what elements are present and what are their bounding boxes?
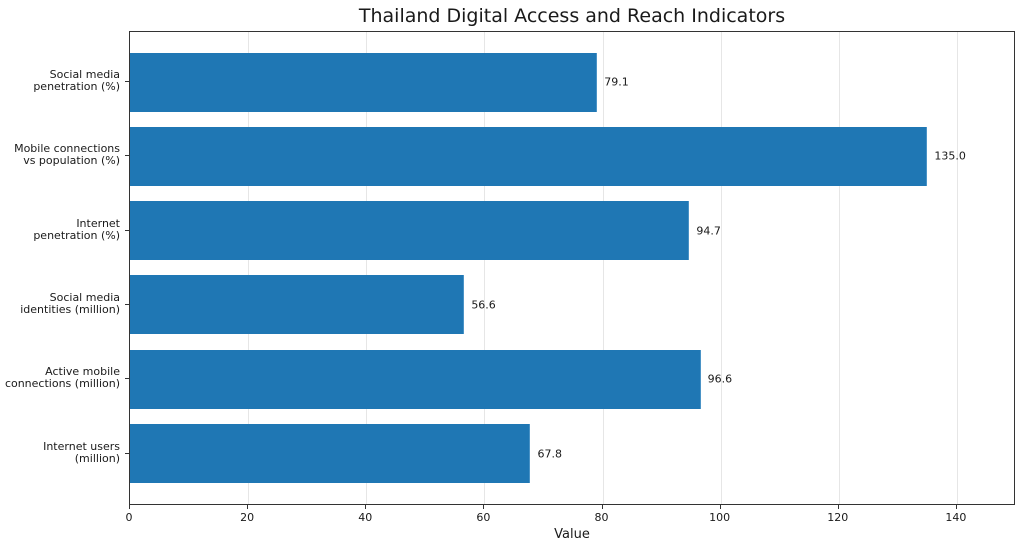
x-tick-label: 140: [945, 511, 967, 524]
x-tick: [837, 505, 839, 509]
y-tick-label: Active mobile connections (million): [4, 365, 120, 391]
y-tick-label: Mobile connections vs population (%): [14, 142, 120, 168]
x-tick: [601, 505, 603, 509]
x-tick: [955, 505, 957, 509]
gridline: [248, 32, 250, 504]
x-tick: [483, 505, 485, 509]
bar: [130, 126, 928, 186]
x-tick-label: 20: [240, 511, 255, 524]
y-tick: [125, 378, 129, 380]
x-tick: [719, 505, 721, 509]
x-tick: [247, 505, 249, 509]
gridline: [720, 32, 722, 504]
x-tick-label: 80: [594, 511, 609, 524]
x-tick: [129, 505, 130, 509]
x-tick-label: 100: [709, 511, 731, 524]
bar-value-label: 94.7: [696, 224, 721, 238]
x-tick-label: 120: [827, 511, 849, 524]
gridline: [956, 32, 958, 504]
bar-value-label: 56.6: [471, 298, 496, 312]
y-tick: [125, 155, 129, 157]
x-tick-label: 60: [476, 511, 491, 524]
y-tick-label: Internet users (million): [43, 439, 120, 465]
y-tick: [125, 452, 129, 454]
bar-value-label: 135.0: [934, 149, 966, 163]
y-tick: [125, 229, 129, 231]
bar-value-label: 96.6: [707, 372, 733, 386]
bar: [130, 275, 465, 335]
chart-title: Thailand Digital Access and Reach Indica…: [358, 5, 786, 27]
x-tick-label: 40: [358, 511, 373, 524]
bar: [130, 349, 701, 409]
bar: [130, 52, 598, 112]
gridline: [484, 32, 486, 504]
x-axis-title: Value: [554, 527, 590, 542]
gridline: [602, 32, 604, 504]
bar-value-label: 79.1: [604, 75, 629, 89]
x-tick-label: 0: [125, 511, 133, 524]
bar-value-label: 67.8: [537, 447, 562, 460]
y-tick-label: Internet penetration (%): [33, 216, 120, 242]
bar: [130, 201, 690, 261]
x-tick: [365, 505, 367, 509]
plot-area: 79.1 135.0 94.7 56.6 96.6 67.8: [129, 31, 1015, 505]
y-tick: [125, 81, 129, 82]
y-tick-label: Social media penetration (%): [33, 68, 120, 93]
y-tick-label: Social media identities (million): [20, 290, 120, 316]
gridline: [366, 32, 368, 504]
gridline: [838, 32, 840, 504]
bar: [130, 424, 531, 483]
y-tick: [125, 303, 129, 305]
